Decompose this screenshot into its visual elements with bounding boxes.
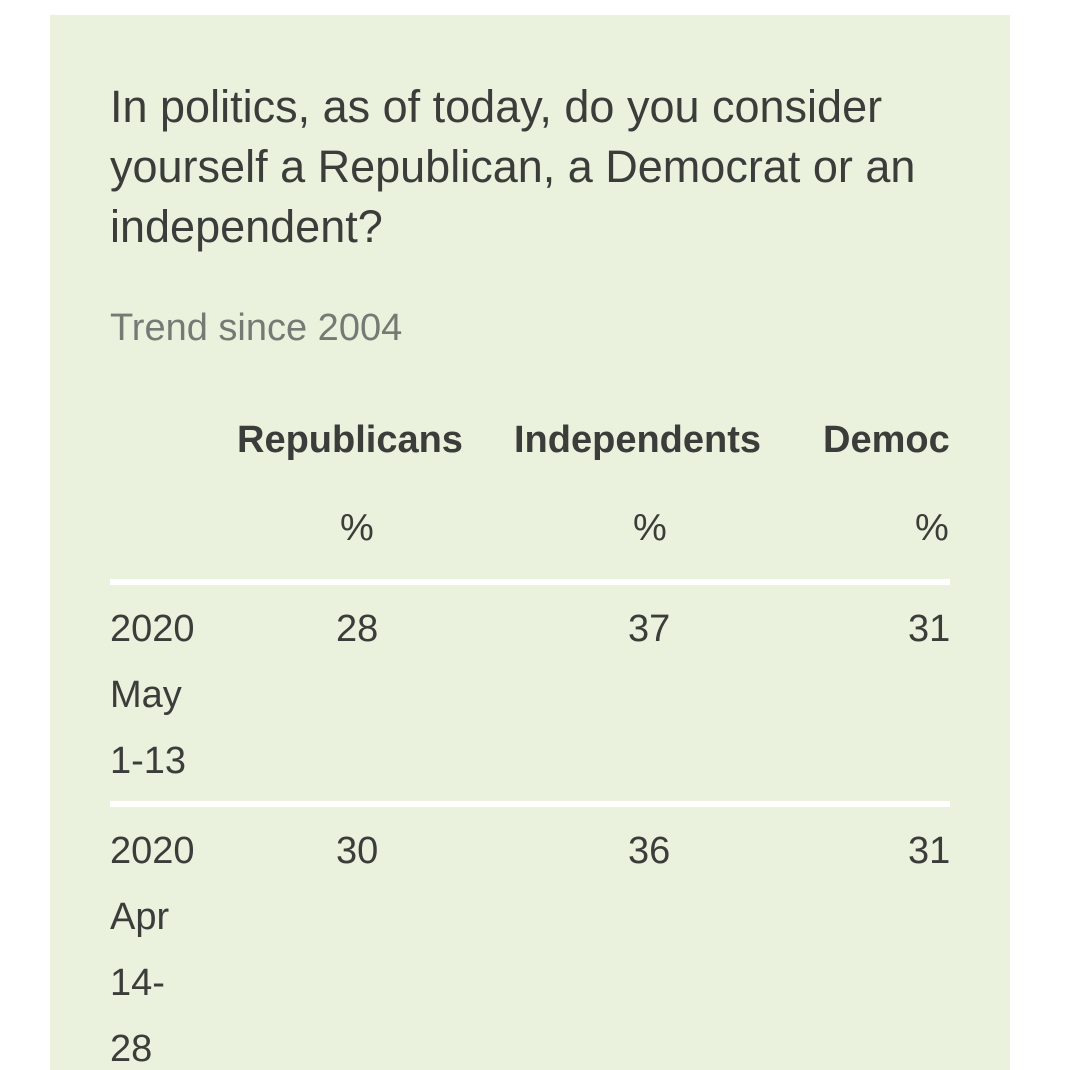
table-row-date: 2020 May 1-13 [110, 596, 220, 794]
column-unit-republicans: % [340, 507, 374, 549]
row-divider [110, 801, 950, 807]
table-row-date: 2020 Apr 14- 28 [110, 818, 220, 1070]
table-cell-republicans: 30 [336, 830, 379, 872]
table-cell-independents: 37 [628, 608, 671, 650]
row-divider [110, 579, 950, 585]
date-year: 2020 [110, 830, 195, 872]
table-cell-republicans: 28 [336, 608, 379, 650]
trend-subtitle: Trend since 2004 [110, 307, 403, 349]
poll-card: In politics, as of today, do you conside… [50, 15, 1010, 1070]
column-unit-independents: % [633, 507, 667, 549]
date-days-end: 28 [110, 1028, 153, 1070]
trend-table[interactable]: Republicans Independents Democrats % % %… [110, 415, 950, 1070]
date-month: Apr [110, 896, 170, 938]
date-year: 2020 [110, 608, 195, 650]
table-cell-democrats: 31 [908, 830, 950, 872]
column-header-republicans: Republicans [237, 419, 463, 461]
date-days: 1-13 [110, 740, 187, 782]
table-cell-independents: 36 [628, 830, 671, 872]
date-days-start: 14- [110, 962, 165, 1004]
question-title: In politics, as of today, do you conside… [110, 81, 916, 252]
column-header-independents: Independents [514, 419, 762, 461]
column-header-democrats: Democrats [823, 419, 950, 461]
column-unit-democrats: % [915, 507, 949, 549]
date-month: May [110, 674, 182, 716]
table-cell-democrats: 31 [908, 608, 950, 650]
